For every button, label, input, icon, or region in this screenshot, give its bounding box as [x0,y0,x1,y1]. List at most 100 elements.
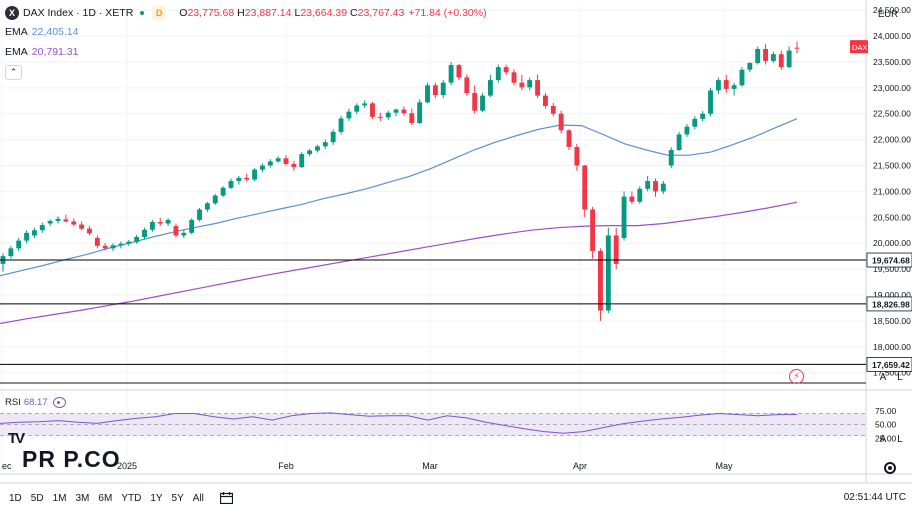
candle-body[interactable] [126,241,132,244]
candle-body[interactable] [346,111,352,119]
candle-body[interactable] [708,90,713,114]
candle-body[interactable] [401,109,407,114]
candle-body[interactable] [244,177,250,180]
symbol-title[interactable]: DAX Index · 1D · XETR [23,7,134,19]
candle-body[interactable] [55,218,61,221]
candle-body[interactable] [291,163,297,168]
candle-body[interactable] [464,77,470,94]
candle-body[interactable] [110,245,116,249]
collapse-legend-button[interactable]: ⌃ [5,65,22,80]
candle-body[interactable] [157,221,163,224]
candle-body[interactable] [362,103,368,106]
candle-body[interactable] [370,103,375,117]
calendar-icon[interactable] [219,492,233,504]
settings-icon[interactable] [884,462,896,474]
ema-fast-legend[interactable]: EMA 22,405.14 [5,26,78,38]
candle-body[interactable] [432,85,438,96]
candle-body[interactable] [204,203,210,210]
candle-body[interactable] [511,72,517,83]
candle-body[interactable] [267,161,273,166]
candle-body[interactable] [385,112,391,118]
candle-body[interactable] [794,47,800,49]
candle-body[interactable] [770,54,776,61]
candle-body[interactable] [16,240,22,249]
candle-body[interactable] [731,85,737,89]
candle-body[interactable] [660,183,666,192]
rsi-auto-scale-button[interactable]: A [879,433,887,445]
candle-body[interactable] [535,80,541,96]
candle-body[interactable] [676,134,682,150]
candle-body[interactable] [409,113,415,124]
candle-body[interactable] [778,54,784,68]
log-scale-button[interactable]: L [897,371,903,383]
candle-body[interactable] [480,95,485,111]
candle-body[interactable] [747,62,753,70]
candle-body[interactable] [715,80,721,91]
rsi-legend[interactable]: RSI 68.17 [5,397,66,408]
candle-body[interactable] [684,126,690,135]
timeframe-1m[interactable]: 1M [52,492,67,504]
candle-body[interactable] [299,154,305,168]
candle-body[interactable] [63,219,69,222]
candle-body[interactable] [32,230,37,236]
candle-body[interactable] [330,131,336,143]
candle-body[interactable] [495,67,501,81]
candle-body[interactable] [79,224,85,229]
candle-body[interactable] [228,181,234,188]
ema-slow-legend[interactable]: EMA 20,791.31 [5,46,78,58]
candle-body[interactable] [134,236,140,243]
candle-body[interactable] [763,49,768,61]
candle-body[interactable] [283,158,289,164]
candle-body[interactable] [87,228,92,234]
timeframe-3m[interactable]: 3M [75,492,90,504]
candle-body[interactable] [527,80,533,88]
candle-body[interactable] [629,196,635,202]
candle-body[interactable] [456,65,462,78]
timeframe-1d[interactable]: 1D [9,492,22,504]
timeframe-1y[interactable]: 1Y [150,492,163,504]
candle-body[interactable] [377,116,383,118]
candle-body[interactable] [173,226,179,236]
candle-body[interactable] [668,149,674,166]
timeframe-5y[interactable]: 5Y [171,492,184,504]
candle-body[interactable] [637,188,643,202]
candle-body[interactable] [613,235,619,264]
candle-body[interactable] [259,165,265,170]
candle-body[interactable] [181,232,187,236]
candle-body[interactable] [605,235,611,311]
candle-body[interactable] [598,250,603,311]
candle-body[interactable] [39,225,45,231]
rsi-log-scale-button[interactable]: L [897,433,903,445]
eye-icon[interactable] [52,397,66,408]
candle-body[interactable] [448,65,454,83]
candle-body[interactable] [338,118,344,132]
candle-body[interactable] [692,118,698,127]
candle-body[interactable] [189,219,195,233]
candle-body[interactable] [47,220,53,224]
candle-body[interactable] [71,221,77,225]
candle-body[interactable] [149,221,155,230]
candle-body[interactable] [786,50,792,68]
candle-body[interactable] [197,209,202,220]
candle-body[interactable] [503,67,509,73]
candle-body[interactable] [440,82,446,96]
candle-body[interactable] [322,142,328,147]
timeframe-all[interactable]: All [192,492,204,504]
candle-body[interactable] [118,243,124,246]
candle-body[interactable] [472,93,478,111]
candle-body[interactable] [165,219,171,224]
candle-body[interactable] [94,238,100,246]
candle-body[interactable] [315,146,320,151]
candle-body[interactable] [590,209,596,251]
candle-body[interactable] [700,113,706,119]
candle-body[interactable] [582,165,588,210]
candle-body[interactable] [558,113,564,131]
flash-icon[interactable]: ⚡ [789,369,804,384]
candle-body[interactable] [142,229,147,237]
timeframe-ytd[interactable]: YTD [121,492,142,504]
auto-scale-button[interactable]: A [879,371,887,383]
candle-body[interactable] [236,177,242,182]
data-badge[interactable]: D [152,6,167,20]
candle-body[interactable] [417,102,423,124]
